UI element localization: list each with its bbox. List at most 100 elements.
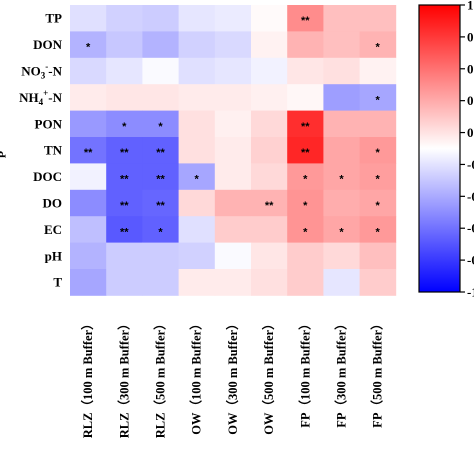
column-label: OW（100 m Buffer） (189, 317, 204, 434)
heatmap-cell (251, 163, 288, 191)
heatmap-cell (359, 31, 397, 59)
heatmap-cell (142, 269, 179, 296)
heatmap-cell (178, 269, 216, 296)
colorbar (418, 4, 461, 293)
heatmap-cell (251, 57, 288, 85)
significance-marker: * (195, 174, 200, 186)
heatmap-cell (106, 57, 143, 85)
colorbar-tick-label: -0 (467, 221, 474, 236)
significance-marker: ** (156, 147, 165, 159)
significance-marker: ** (156, 174, 165, 186)
heatmap-cell (178, 84, 216, 111)
heatmap-cell (323, 84, 360, 111)
row-label: TP (45, 11, 62, 26)
significance-marker: ** (265, 200, 274, 212)
column-label: RLZ（300 m Buffer） (116, 317, 131, 438)
heatmap-cell (359, 110, 397, 138)
significance-marker: * (376, 174, 381, 186)
significance-marker: ** (120, 226, 129, 238)
heatmap-cell (287, 137, 324, 164)
heatmap-cell (178, 137, 216, 164)
heatmap-cell (178, 5, 216, 32)
heatmap-cell (106, 242, 143, 270)
row-label: DOC (33, 169, 62, 184)
heatmap-cell (142, 5, 179, 32)
heatmap-cell (251, 269, 288, 296)
heatmap-cell (323, 242, 360, 270)
row-label: DON (33, 37, 63, 52)
significance-markers: *** *** * **** ** ** ** *** ** * * * *** ** ** * *** * * * * (84, 15, 381, 238)
column-label: FP（100 m Buffer） (297, 317, 312, 427)
heatmap-cell (142, 189, 179, 217)
column-labels: RLZ（100 m Buffer） RLZ（300 m Buffer） RLZ（50… (80, 317, 385, 438)
heatmap-cell (323, 269, 360, 296)
row-label: PON (35, 116, 63, 131)
colorbar-ticks: 1 0 0 0 0 -0 -0 -0 -0 -1 (460, 0, 474, 300)
heatmap-cell (106, 216, 143, 243)
heatmap-cell (359, 216, 397, 243)
heatmap-cell (214, 84, 252, 111)
significance-marker: ** (301, 147, 310, 159)
column-label: FP（500 m Buffer） (370, 317, 385, 427)
heatmap-cell (359, 163, 397, 191)
heatmap-cell (323, 110, 360, 138)
heatmap-cell (178, 216, 216, 243)
heatmap-cell (323, 216, 360, 243)
significance-marker: ** (301, 121, 310, 133)
heatmap-cell (251, 31, 288, 59)
significance-marker: * (376, 147, 381, 159)
heatmap-cell (251, 5, 288, 32)
colorbar-tick-label: 0 (467, 93, 474, 108)
heatmap-cell (142, 110, 179, 138)
heatmap-cell (323, 189, 360, 217)
row-label: NH4+-N (19, 88, 62, 107)
heatmap-cell (323, 31, 360, 59)
heatmap-cell (70, 269, 107, 296)
row-label: T (53, 275, 62, 290)
heatmap-cell (359, 242, 397, 270)
heatmap-cell (70, 242, 107, 270)
colorbar-tick-label: -0 (467, 253, 474, 268)
column-label: OW（500 m Buffer） (261, 317, 276, 434)
significance-marker: * (376, 226, 381, 238)
heatmap-cell (214, 189, 252, 217)
heatmap-cell (214, 242, 252, 270)
significance-marker: * (122, 121, 127, 133)
heatmap-cell (359, 84, 397, 111)
significance-marker: * (303, 200, 308, 212)
colorbar-tick-label: 0 (467, 29, 474, 44)
heatmap-cell (287, 216, 324, 243)
significance-marker: * (376, 200, 381, 212)
heatmap-cell (70, 57, 107, 85)
heatmap-cell (178, 57, 216, 85)
significance-marker: ** (120, 174, 129, 186)
heatmap-cell (287, 242, 324, 270)
heatmap-cell (287, 163, 324, 191)
heatmap-cell (251, 137, 288, 164)
heatmap-cell (106, 31, 143, 59)
heatmap-cell (214, 269, 252, 296)
significance-marker: * (158, 226, 163, 238)
heatmap-cell (70, 84, 107, 111)
heatmap-cell (251, 189, 288, 217)
heatmap-cell (106, 5, 143, 32)
heatmap-cell (323, 57, 360, 85)
heatmap-cell (251, 242, 288, 270)
heatmap-cell (142, 163, 179, 191)
significance-marker: * (339, 174, 344, 186)
column-label: FP（300 m Buffer） (334, 317, 349, 427)
significance-marker: ** (120, 147, 129, 159)
heatmap-cell (70, 216, 107, 243)
significance-marker: * (339, 226, 344, 238)
heatmap-cell (323, 137, 360, 164)
heatmap-cell (287, 57, 324, 85)
colorbar-tick-label: -0 (467, 189, 474, 204)
heatmap-cell (359, 137, 397, 164)
heatmap-cell (70, 163, 107, 191)
heatmap-cell (214, 110, 252, 138)
heatmap-cell (106, 189, 143, 217)
heatmap-cell (142, 137, 179, 164)
side-label: p (0, 151, 6, 158)
column-label: RLZ（100 m Buffer） (80, 317, 95, 438)
heatmap-cell (287, 110, 324, 138)
